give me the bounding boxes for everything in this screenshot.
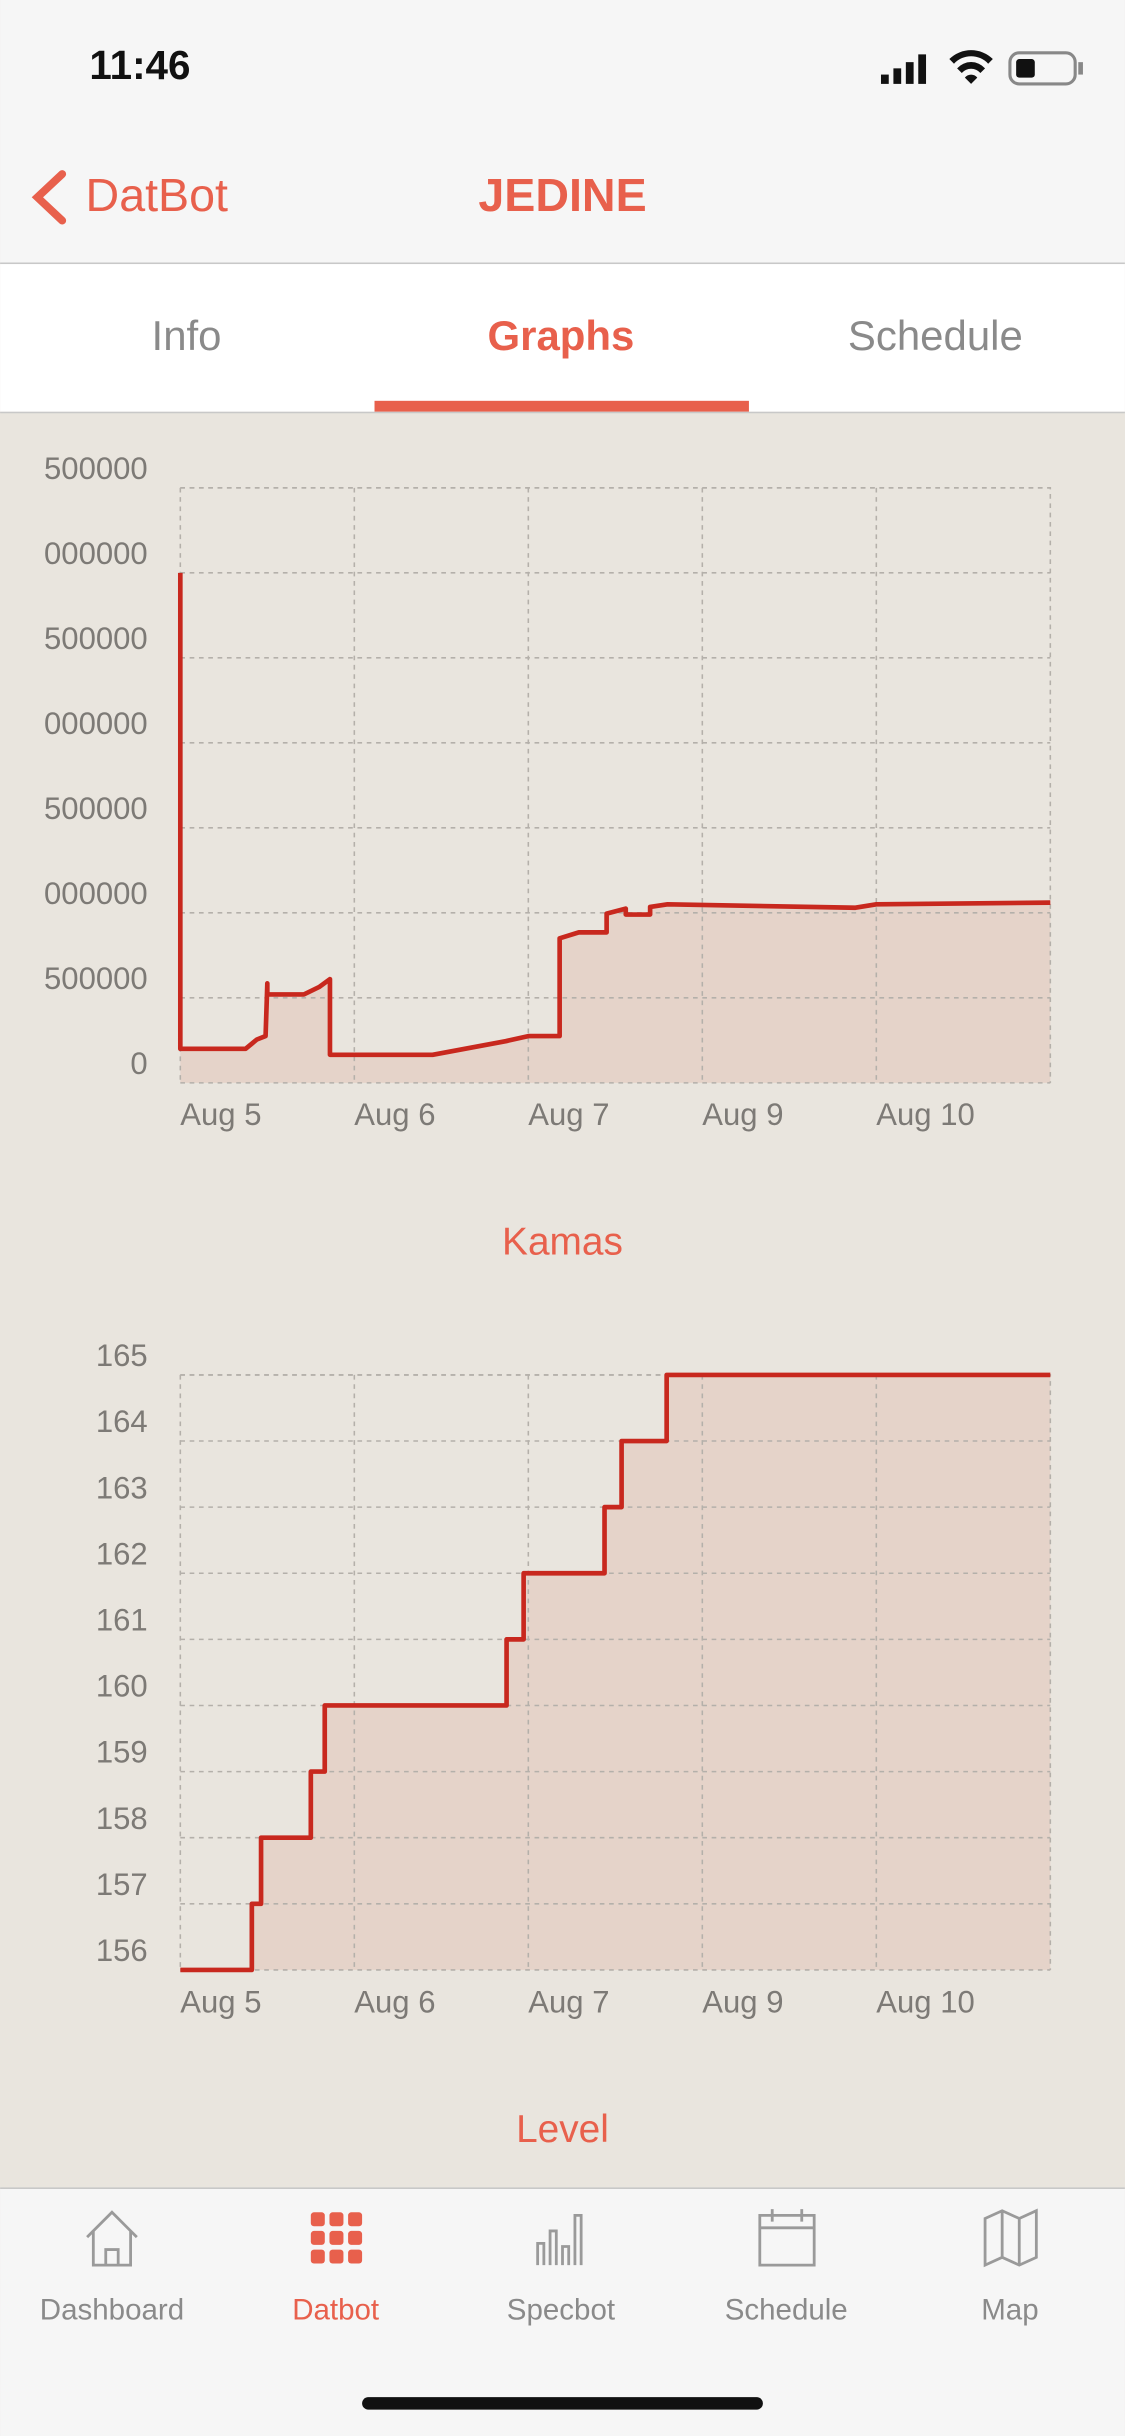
back-chevron[interactable]	[31, 170, 67, 225]
y-tick-label: 160	[96, 1669, 148, 1704]
data-line	[177, 572, 1051, 1058]
tab-bar-item-active[interactable]: Datbot	[292, 2294, 379, 2327]
y-tick-label: 157	[96, 1867, 148, 1902]
tab[interactable]: Schedule	[848, 312, 1023, 359]
tab-active[interactable]: Graphs	[488, 312, 635, 359]
x-tick-label: Aug 9	[702, 1984, 783, 2019]
y-tick-label: 165	[96, 1338, 148, 1373]
x-tick-label: Aug 5	[180, 1984, 261, 2019]
x-tick-label: Aug 6	[354, 1097, 435, 1132]
y-tick-label: 162	[96, 1536, 148, 1571]
x-tick-label: Aug 9	[702, 1097, 783, 1132]
y-tick-label: 000000	[44, 706, 148, 741]
y-tick-label: 500000	[44, 451, 148, 486]
icon-datbot[interactable]	[310, 2212, 363, 2264]
home-indicator	[362, 2397, 763, 2410]
y-tick-label: 500000	[44, 961, 148, 996]
area-fill	[180, 1374, 1051, 1970]
y-tick-label: 0	[130, 1046, 147, 1081]
status-icons	[880, 50, 1083, 86]
y-tick-label: 158	[96, 1801, 148, 1836]
back-button[interactable]: DatBot	[86, 169, 228, 221]
y-tick-label: 163	[96, 1470, 148, 1505]
chart-title: Level	[516, 2108, 609, 2151]
y-tick-label: 000000	[44, 536, 148, 571]
y-tick-label: 156	[96, 1933, 148, 1968]
tab-bar-item[interactable]: Specbot	[507, 2294, 615, 2327]
x-tick-label: Aug 7	[528, 1097, 609, 1132]
chart-title: Kamas	[502, 1221, 623, 1264]
icon-schedule[interactable]	[758, 2209, 816, 2267]
area-fill	[180, 572, 1051, 1083]
icon-specbot[interactable]	[536, 2213, 583, 2266]
y-tick-label: 500000	[44, 791, 148, 826]
tab[interactable]: Info	[152, 312, 222, 359]
charts: 0 500000 000000 500000 000000 500000 000000 500…	[44, 451, 1052, 2151]
x-tick-label: Aug 10	[876, 1097, 974, 1132]
y-tick-label: 500000	[44, 621, 148, 656]
tab-bar-bg	[0, 2187, 1125, 2436]
x-tick-label: Aug 5	[180, 1097, 261, 1132]
x-tick-label: Aug 6	[354, 1984, 435, 2019]
icon-map[interactable]	[983, 2208, 1038, 2268]
x-tick-label: Aug 7	[528, 1984, 609, 2019]
tab-icons	[86, 2208, 1038, 2268]
header-bg	[0, 0, 1125, 265]
y-tick-label: 164	[96, 1404, 148, 1439]
y-tick-label: 000000	[44, 876, 148, 911]
tabs-bg	[0, 264, 1125, 412]
status-time: 11:46	[89, 42, 190, 88]
data-line	[180, 1372, 1051, 1973]
x-tick-label: Aug 10	[876, 1984, 974, 2019]
tab-indicator	[374, 400, 749, 412]
nav-title: JEDINE	[478, 169, 646, 221]
tab-bar-item[interactable]: Map	[981, 2294, 1038, 2327]
y-tick-label: 161	[96, 1602, 148, 1637]
icon-dashboard[interactable]	[86, 2210, 138, 2267]
tab-bar-item[interactable]: Schedule	[725, 2294, 848, 2327]
y-tick-label: 159	[96, 1735, 148, 1770]
tab-bar-item[interactable]: Dashboard	[40, 2294, 184, 2327]
